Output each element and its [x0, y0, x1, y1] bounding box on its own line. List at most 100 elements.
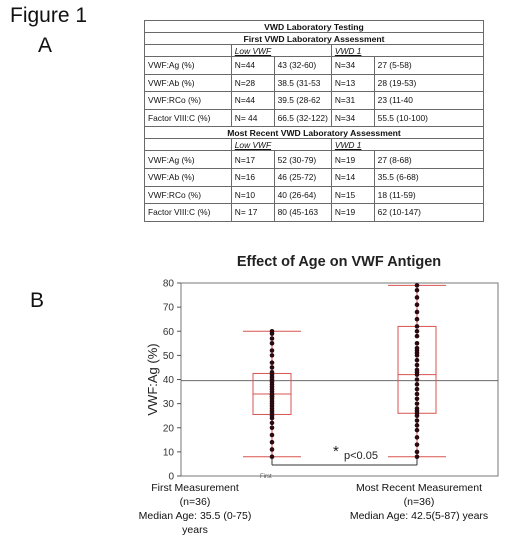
table-row: VWF:Ab (%) N=28 38.5 (31-53 N=13 28 (19-53) [144, 73, 485, 93]
y-axis-label: VWF:Ag (%) [145, 343, 160, 415]
table-row: VWF:Ag (%) N=44 43 (32-60) N=34 27 (5-58) [144, 56, 485, 75]
table-title: VWD Laboratory Testing [144, 20, 484, 33]
caption-group-2-line-3: Median Age: 42.5(5-87) years [349, 510, 489, 522]
age-effect-chart: Effect of Age on VWF Antigen 0 10 20 30 40 50 6… [145, 254, 499, 483]
panel-b-label: B [30, 289, 45, 312]
y-tick-label: 30 [163, 399, 175, 410]
section-heading-row: Most Recent VWD Laboratory Assessment [144, 126, 484, 140]
table-cell: N= 44 [230, 108, 275, 128]
data-point [414, 362, 420, 368]
data-point [269, 447, 275, 452]
y-tick-label: 60 [163, 327, 175, 338]
table-row: Factor VIII:C (%) N= 17 80 (45-163 N=19 62 (… [144, 203, 485, 222]
y-tick-label: 20 [163, 423, 175, 434]
data-point [414, 406, 420, 411]
data-point [414, 283, 420, 288]
data-point [414, 401, 420, 406]
table-cell: 28 (19-53) [373, 73, 485, 93]
table-cell: N=16 [230, 167, 275, 187]
data-point [269, 341, 275, 346]
table-cell: 27 (5-58) [373, 56, 485, 75]
data-point [269, 432, 275, 438]
data-point [414, 423, 420, 428]
caption-group-1: First Measurement (n=36) Median Age: 35.… [125, 481, 265, 537]
data-point [414, 295, 420, 300]
data-point [414, 309, 420, 315]
caption-group-1-line-3: Median Age: 35.5 (0-75) years [138, 510, 252, 536]
data-point [269, 420, 275, 426]
table-cell: 52 (30-79) [273, 150, 332, 169]
data-point [269, 369, 275, 375]
caption-group-1-line-2: (n=36) [179, 496, 211, 508]
table-cell: 23 (11-40 [373, 91, 485, 110]
group-header-row: Low VWF VWD 1 [144, 138, 485, 152]
data-point [414, 341, 420, 346]
table-cell: N=31 [330, 91, 375, 110]
caption-group-2-line-2: (n=36) [403, 496, 435, 508]
data-point [269, 360, 275, 365]
table-cell: VWF:Ab (%) [144, 167, 232, 187]
data-point [414, 367, 420, 373]
table-cell: N=17 [230, 150, 275, 169]
section-heading: Most Recent VWD Laboratory Assessment [144, 126, 484, 140]
table-row: VWF:Ab (%) N=16 46 (25-72) N=14 35.5 (6-68) [144, 167, 485, 187]
data-point [414, 316, 420, 322]
y-tick-label: 40 [163, 375, 175, 386]
table-cell: N=34 [330, 108, 375, 128]
significance-star: * [333, 443, 339, 460]
table-cell: 62 (10-147) [373, 203, 485, 222]
chart-title: Effect of Age on VWF Antigen [237, 254, 441, 270]
table-cell: N=13 [330, 73, 375, 93]
data-point [414, 449, 420, 455]
data-point [414, 333, 420, 339]
blank-cell [144, 44, 232, 57]
data-point [414, 454, 420, 459]
table-cell: N=15 [330, 185, 375, 205]
data-point [269, 353, 275, 358]
data-point [414, 345, 420, 351]
section-heading-row: First VWD Laboratory Assessment [144, 32, 484, 45]
data-point [269, 454, 275, 459]
group-header-row: Low VWF VWD 1 [144, 44, 485, 57]
y-tick-label: 10 [163, 447, 175, 458]
data-point [269, 439, 275, 445]
caption-group-2: Most Recent Measurement (n=36) Median Ag… [329, 481, 509, 523]
table-row: VWF:RCo (%) N=44 39.5 (28-62 N=31 23 (11-40 [144, 91, 485, 110]
table-cell: VWF:Ag (%) [144, 150, 232, 169]
table-cell: N=19 [330, 150, 375, 169]
data-point [269, 425, 275, 431]
table-cell: VWF:RCo (%) [144, 185, 232, 205]
data-point [414, 287, 420, 293]
figure-label: Figure 1 [10, 4, 88, 27]
table-cell: 39.5 (28-62 [273, 91, 332, 110]
table-cell: N=44 [230, 56, 275, 75]
caption-group-1-line-1: First Measurement [151, 482, 239, 494]
table-cell: 66.5 (32-122) [273, 108, 332, 128]
table-cell: Factor VIII:C (%) [144, 203, 232, 222]
table-cell: VWF:Ab (%) [144, 73, 232, 93]
table-cell: 18 (11-59) [373, 185, 485, 205]
table-cell: 46 (25-72) [273, 167, 332, 187]
data-point [269, 365, 275, 370]
table-cell: 55.5 (10-100) [373, 108, 485, 128]
table-cell: 38.5 (31-53 [273, 73, 332, 93]
data-point [414, 442, 420, 447]
table-cell: 80 (45-163 [273, 203, 332, 222]
table-cell: 35.5 (6-68) [373, 167, 485, 187]
data-point [414, 427, 420, 433]
table-cell: Factor VIII:C (%) [144, 108, 232, 128]
significance-label: p<0.05 [344, 450, 378, 462]
table-cell: N=28 [230, 73, 275, 93]
data-point [414, 391, 420, 397]
table-cell: 43 (32-60) [273, 56, 332, 75]
table-cell: VWF:RCo (%) [144, 91, 232, 110]
y-tick-label: 50 [163, 351, 175, 362]
data-point [414, 435, 420, 440]
data-point [414, 302, 420, 308]
table-cell: 40 (26-64) [273, 185, 332, 205]
data-point [414, 328, 420, 334]
panel-a-label: A [38, 34, 53, 57]
data-point [414, 386, 420, 392]
x-tick-label: First [260, 474, 272, 480]
y-tick-label: 0 [168, 472, 174, 483]
